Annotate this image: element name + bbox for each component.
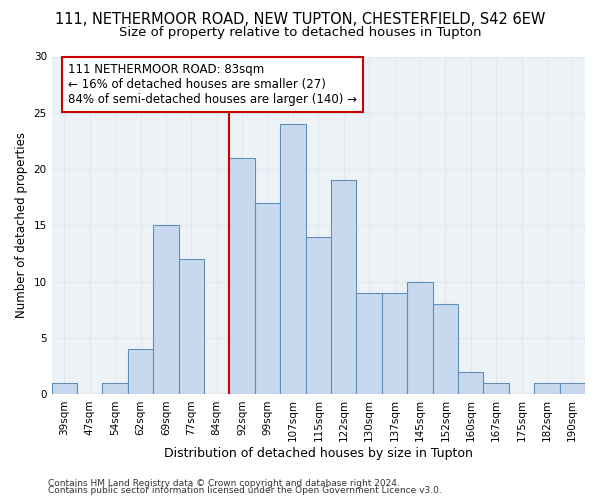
- Text: Contains HM Land Registry data © Crown copyright and database right 2024.: Contains HM Land Registry data © Crown c…: [48, 478, 400, 488]
- Bar: [153, 226, 179, 394]
- Bar: [433, 304, 458, 394]
- Bar: [382, 293, 407, 394]
- Bar: [560, 383, 585, 394]
- Text: Size of property relative to detached houses in Tupton: Size of property relative to detached ho…: [119, 26, 481, 39]
- Bar: [52, 383, 77, 394]
- Bar: [179, 260, 204, 394]
- Bar: [128, 350, 153, 395]
- Bar: [458, 372, 484, 394]
- Bar: [229, 158, 255, 394]
- Bar: [331, 180, 356, 394]
- Bar: [280, 124, 305, 394]
- Text: 111 NETHERMOOR ROAD: 83sqm
← 16% of detached houses are smaller (27)
84% of semi: 111 NETHERMOOR ROAD: 83sqm ← 16% of deta…: [68, 64, 356, 106]
- Bar: [255, 203, 280, 394]
- Bar: [356, 293, 382, 394]
- Bar: [484, 383, 509, 394]
- Text: Contains public sector information licensed under the Open Government Licence v3: Contains public sector information licen…: [48, 486, 442, 495]
- Bar: [407, 282, 433, 395]
- Y-axis label: Number of detached properties: Number of detached properties: [15, 132, 28, 318]
- X-axis label: Distribution of detached houses by size in Tupton: Distribution of detached houses by size …: [164, 447, 473, 460]
- Bar: [534, 383, 560, 394]
- Text: 111, NETHERMOOR ROAD, NEW TUPTON, CHESTERFIELD, S42 6EW: 111, NETHERMOOR ROAD, NEW TUPTON, CHESTE…: [55, 12, 545, 28]
- Bar: [103, 383, 128, 394]
- Bar: [305, 236, 331, 394]
